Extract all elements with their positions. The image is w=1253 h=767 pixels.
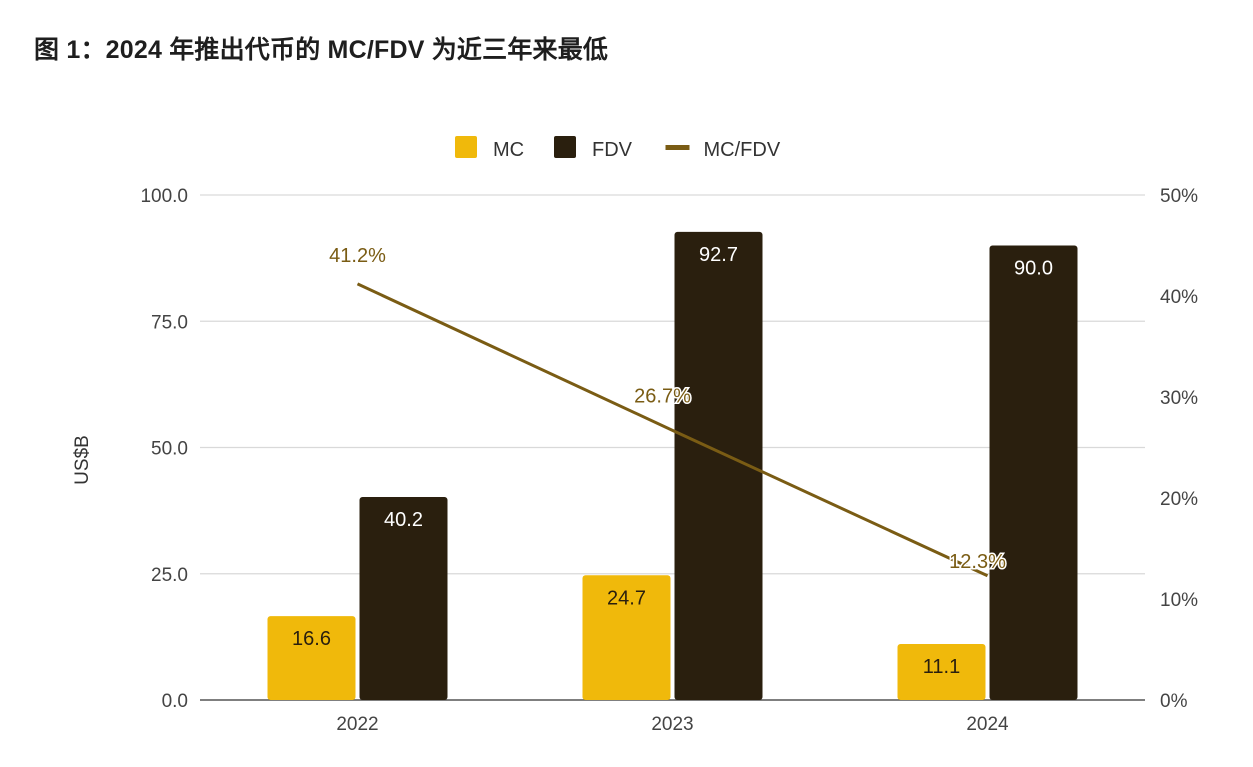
x-tick-label: 2024 [966, 714, 1009, 735]
bar-fdv-2024 [989, 245, 1078, 700]
y-tick-label: 75.0 [151, 312, 188, 333]
legend-swatch-fdv [554, 136, 576, 158]
data-label-mcfdv: 26.7% [634, 385, 691, 407]
legend-label: MC [493, 139, 524, 161]
y-tick-label: 50.0 [151, 439, 188, 460]
data-label-fdv: 92.7 [699, 244, 738, 266]
data-label-mc: 16.6 [292, 628, 331, 650]
y-tick-label: 100.0 [140, 186, 188, 207]
data-label-mcfdv: 12.3% [949, 551, 1006, 573]
y2-tick-label: 20% [1160, 489, 1198, 510]
y-tick-label: 25.0 [151, 565, 188, 586]
bar-fdv-2023 [674, 231, 763, 701]
y-tick-label: 0.0 [162, 691, 188, 712]
line-mcfdv [356, 282, 989, 578]
y2-tick-label: 10% [1160, 590, 1198, 611]
legend-label: FDV [592, 139, 633, 161]
y2-tick-label: 30% [1160, 388, 1198, 409]
x-tick-label: 2022 [336, 714, 378, 735]
bar-mc-2024 [897, 643, 986, 700]
bar-fdv-2022 [359, 496, 448, 700]
y2-tick-label: 0% [1160, 691, 1188, 712]
data-label-fdv: 90.0 [1014, 258, 1053, 280]
legend-swatch-mc [455, 136, 477, 158]
chart-title: 图 1：2024 年推出代币的 MC/FDV 为近三年来最低 [34, 36, 609, 64]
data-label-fdv: 40.2 [384, 509, 423, 531]
legend-swatch-mcfdv [665, 145, 690, 150]
bar-mc-2023 [582, 575, 671, 700]
y2-tick-label: 40% [1160, 287, 1198, 308]
y-axis-title: US$B [72, 435, 93, 485]
data-label-mc: 24.7 [607, 587, 646, 609]
bar-mc-2022 [267, 616, 356, 700]
data-label-mcfdv: 41.2% [329, 245, 386, 267]
legend-label: MC/FDV [704, 139, 781, 161]
x-tick-label: 2023 [651, 714, 693, 735]
y2-tick-label: 50% [1160, 186, 1198, 207]
data-label-mc: 11.1 [923, 656, 960, 678]
